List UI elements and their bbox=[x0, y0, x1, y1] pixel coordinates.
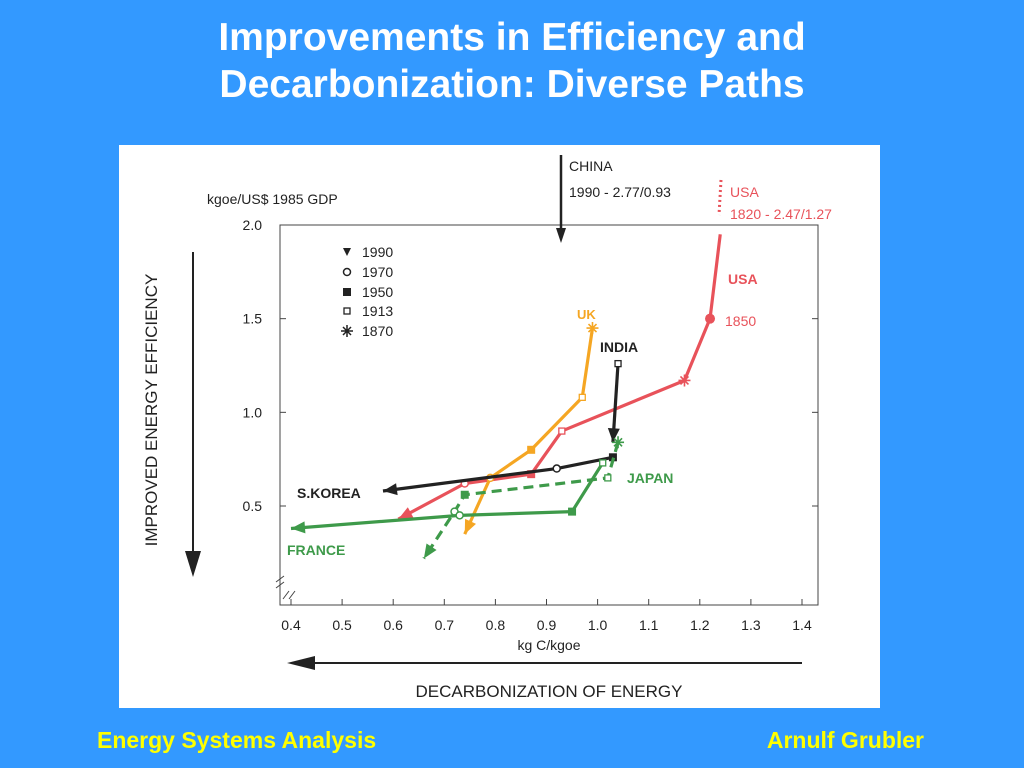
series-layer bbox=[290, 234, 722, 560]
series-line-uk bbox=[463, 327, 595, 535]
decarbonization-arrow-head bbox=[287, 656, 315, 670]
legend-label-1870: 1870 bbox=[362, 323, 393, 339]
marker-open-square bbox=[614, 359, 622, 368]
y-tick-label: 1.0 bbox=[243, 404, 263, 420]
legend-symbol-filled-square bbox=[343, 288, 351, 296]
marker-open-square bbox=[558, 427, 566, 435]
x-tick-label: 0.8 bbox=[486, 617, 506, 633]
legend-label-1990: 1990 bbox=[362, 244, 393, 260]
marker-asterisk bbox=[678, 374, 691, 387]
series-india bbox=[607, 359, 622, 443]
legend-symbol-triangle bbox=[343, 248, 351, 256]
slide-title-line-2: Decarbonization: Diverse Paths bbox=[219, 63, 805, 106]
chart-panel: 0.4 0.5 0.6 0.7 0.8 0.9 1.0 1.1 1.2 1.3 1.4 0.5 1.0 1… bbox=[119, 145, 880, 708]
series-arrowhead-india bbox=[607, 427, 620, 443]
slide-title: Improvements in Efficiency and Decarboni… bbox=[0, 14, 1024, 108]
y-tick-label: 1.5 bbox=[243, 311, 263, 327]
x-tick-label: 0.7 bbox=[435, 617, 455, 633]
series-line-japan bbox=[422, 441, 620, 560]
series-arrowhead-usa bbox=[398, 507, 414, 520]
china-arrow-head bbox=[556, 228, 566, 243]
marker-filled-square bbox=[608, 453, 617, 462]
x-axis-bottom-label: DECARBONIZATION OF ENERGY bbox=[416, 682, 683, 701]
series-japan bbox=[422, 436, 625, 560]
annotation-usa-value: 1820 - 2.47/1.27 bbox=[730, 206, 832, 222]
label-usa-1850: 1850 bbox=[725, 313, 756, 329]
series-skorea bbox=[382, 453, 617, 496]
x-tick-label: 0.6 bbox=[383, 617, 403, 633]
marker-open-circle bbox=[552, 464, 561, 473]
marker-open-square bbox=[578, 393, 586, 401]
marker-filled-circle bbox=[705, 313, 716, 324]
y-tick-label: 0.5 bbox=[243, 498, 263, 514]
annotation-china: CHINA bbox=[569, 158, 613, 174]
marker-filled-square bbox=[460, 490, 469, 499]
annotation-usa-top: USA bbox=[730, 184, 759, 200]
legend-label-1950: 1950 bbox=[362, 284, 393, 300]
y-tick-label: 2.0 bbox=[243, 217, 263, 233]
plot-frame bbox=[279, 224, 819, 606]
x-tick-label: 1.4 bbox=[792, 617, 812, 633]
marker-asterisk bbox=[612, 436, 625, 449]
label-usa: USA bbox=[728, 271, 758, 287]
label-india: INDIA bbox=[600, 339, 638, 355]
x-tick-label: 0.5 bbox=[332, 617, 352, 633]
legend-symbol-open-circle bbox=[342, 267, 352, 277]
marker-open-circle bbox=[455, 511, 464, 520]
marker-filled-square bbox=[527, 470, 536, 479]
efficiency-arrow-head bbox=[185, 551, 201, 577]
slide-title-line-1: Improvements in Efficiency and bbox=[218, 16, 806, 59]
x-tick-label: 1.1 bbox=[639, 617, 659, 633]
x-tick-label: 1.2 bbox=[690, 617, 710, 633]
chart-svg: 0.4 0.5 0.6 0.7 0.8 0.9 1.0 1.1 1.2 1.3 1.4 0.5 1.0 1… bbox=[142, 155, 832, 701]
series-arrowhead-france bbox=[291, 521, 306, 534]
x-axis-label: kg C/kgoe bbox=[517, 637, 580, 653]
series-arrowhead-japan bbox=[423, 543, 437, 559]
x-tick-label: 1.3 bbox=[741, 617, 761, 633]
series-arrowhead-uk bbox=[464, 518, 476, 535]
axis-ticks: 0.4 0.5 0.6 0.7 0.8 0.9 1.0 1.1 1.2 1.3 1.4 0.5 1.0 1… bbox=[243, 217, 818, 633]
footer-course-title: Energy Systems Analysis bbox=[97, 727, 377, 753]
x-tick-label: 0.4 bbox=[281, 617, 301, 633]
series-line-france bbox=[290, 462, 605, 531]
x-tick-label: 0.9 bbox=[537, 617, 557, 633]
label-uk: UK bbox=[577, 307, 596, 322]
marker-filled-square bbox=[568, 507, 577, 516]
y-axis-side-label: IMPROVED ENERGY EFFICIENCY bbox=[142, 274, 161, 547]
series-france bbox=[290, 459, 607, 534]
series-uk bbox=[463, 322, 599, 535]
marker-open-square bbox=[599, 459, 607, 467]
marker-open-square bbox=[604, 474, 612, 482]
legend-label-1913: 1913 bbox=[362, 303, 393, 319]
usa-offscale-dotted bbox=[717, 179, 723, 216]
legend-symbol-asterisk bbox=[341, 325, 353, 337]
annotation-china-value: 1990 - 2.77/0.93 bbox=[569, 184, 671, 200]
legend-symbol-open-square bbox=[343, 307, 351, 315]
marker-filled-square bbox=[527, 445, 536, 454]
series-arrowhead-skorea bbox=[382, 483, 398, 496]
y-axis-unit-label: kgoe/US$ 1985 GDP bbox=[207, 191, 338, 207]
x-tick-label: 1.0 bbox=[588, 617, 608, 633]
marker-asterisk bbox=[586, 322, 599, 335]
label-france: FRANCE bbox=[287, 542, 345, 558]
label-japan: JAPAN bbox=[627, 470, 673, 486]
label-skorea: S.KOREA bbox=[297, 485, 361, 501]
legend-label-1970: 1970 bbox=[362, 264, 393, 280]
legend: 1990 1970 1950 1913 1870 bbox=[341, 244, 393, 339]
footer-author: Arnulf Grubler bbox=[766, 727, 924, 753]
axis-break-mark bbox=[275, 575, 296, 600]
